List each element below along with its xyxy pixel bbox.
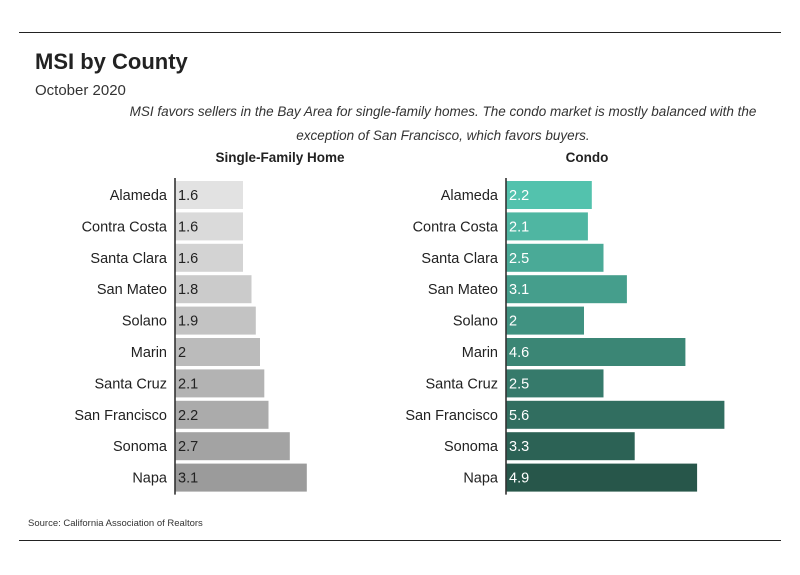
chart-description: MSI favors sellers in the Bay Area for s… [129,104,757,143]
value-label-condo: 2 [509,314,517,330]
value-label-condo: 2.1 [509,219,529,235]
category-label-single-family: Contra Costa [82,219,168,235]
category-label-condo: Alameda [441,188,499,204]
category-label-single-family: Alameda [110,188,168,204]
category-label-single-family: Santa Clara [90,251,168,267]
bar-single-family [175,463,307,492]
category-label-single-family: Marin [131,345,167,361]
source-note: Source: California Association of Realto… [28,518,203,529]
bar-condo [506,400,725,429]
value-label-condo: 3.3 [509,439,529,455]
bar-single-family [175,338,260,366]
bar-single-family [175,243,243,272]
category-label-single-family: Solano [122,314,167,330]
bar-single-family [175,306,256,335]
bar-condo [506,338,686,366]
bar-condo [506,432,635,461]
value-label-single-family: 2 [178,345,186,361]
value-label-condo: 2.5 [509,376,529,392]
category-label-condo: Santa Cruz [425,376,498,392]
panel-single-family: Alameda 1.6 Contra Costa 1.6 Santa Clara 1.6 S… [74,178,307,495]
bar-condo [506,181,592,209]
chart-title: MSI by County [35,49,188,74]
value-label-single-family: 2.7 [178,439,198,455]
panel-title-condo: Condo [565,150,609,165]
value-label-condo: 4.6 [509,345,529,361]
category-label-condo: Napa [463,471,499,487]
value-label-condo: 3.1 [509,282,529,298]
bottom-rule [19,540,781,541]
bar-condo [506,463,698,492]
bar-single-family [175,275,252,304]
bar-single-family [175,400,269,429]
category-label-single-family: San Mateo [97,282,167,298]
value-label-condo: 2.5 [509,251,529,267]
category-label-single-family: Napa [132,471,168,487]
value-label-single-family: 1.6 [178,188,198,204]
bar-single-family [175,432,290,461]
value-label-single-family: 1.9 [178,314,198,330]
top-rule [19,32,781,33]
value-label-single-family: 2.1 [178,376,198,392]
bar-single-family [175,212,243,241]
value-label-single-family: 1.6 [178,251,198,267]
category-label-condo: San Mateo [428,282,498,298]
bar-condo [506,243,604,272]
category-label-condo: Marin [462,345,498,361]
category-label-single-family: San Francisco [74,408,167,424]
category-label-condo: Contra Costa [413,219,499,235]
value-label-single-family: 3.1 [178,471,198,487]
category-label-condo: San Francisco [405,408,498,424]
value-label-condo: 4.9 [509,471,529,487]
value-label-condo: 2.2 [509,188,529,204]
category-label-condo: Solano [453,314,498,330]
category-label-single-family: Santa Cruz [94,376,167,392]
bar-single-family [175,181,243,209]
panel-condo: Alameda 2.2 Contra Costa 2.1 Santa Clara 2.5 S… [405,178,725,495]
bar-condo [506,275,627,304]
bar-single-family [175,369,265,398]
bar-condo [506,306,584,335]
value-label-single-family: 2.2 [178,408,198,424]
category-label-condo: Santa Clara [421,251,499,267]
category-label-single-family: Sonoma [113,439,168,455]
panel-title-single-family: Single-Family Home [215,150,345,165]
value-label-single-family: 1.6 [178,219,198,235]
chart-subtitle: October 2020 [35,82,126,99]
bar-condo [506,369,604,398]
value-label-single-family: 1.8 [178,282,198,298]
category-label-condo: Sonoma [444,439,499,455]
value-label-condo: 5.6 [509,408,529,424]
bar-condo [506,212,588,241]
